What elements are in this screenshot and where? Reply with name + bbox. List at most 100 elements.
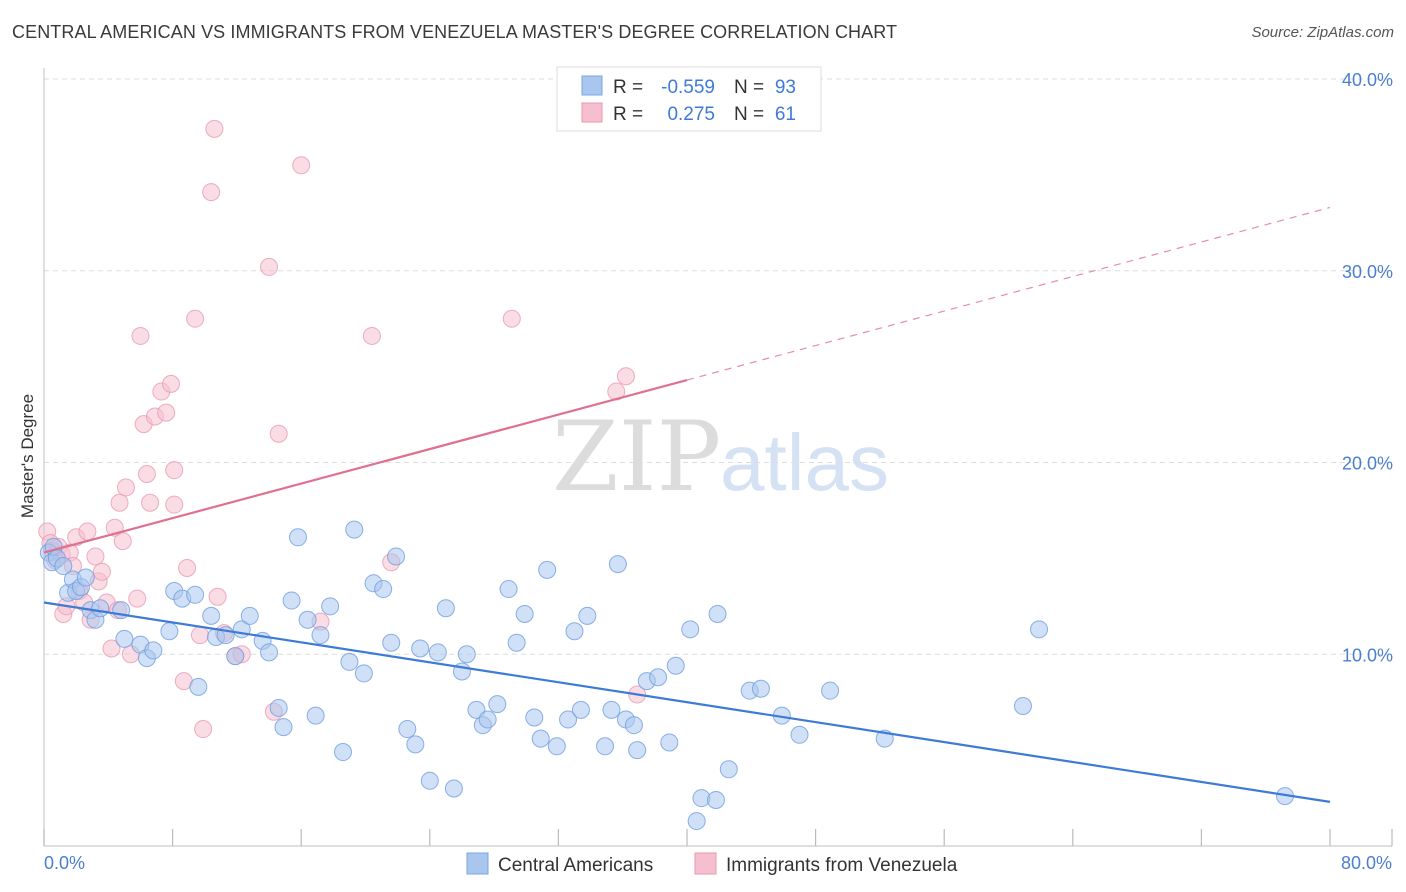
data-point <box>559 710 578 729</box>
data-point <box>202 183 221 202</box>
data-point <box>141 493 160 512</box>
data-point <box>457 645 476 664</box>
data-point <box>628 741 647 760</box>
data-point <box>751 679 770 698</box>
data-point <box>596 737 615 756</box>
trend-line-central-american <box>43 601 1331 803</box>
data-point <box>706 790 725 809</box>
data-point <box>86 547 105 566</box>
data-point <box>478 710 497 729</box>
data-point <box>1013 697 1032 716</box>
data-point <box>602 700 621 719</box>
data-point <box>157 403 176 422</box>
data-point <box>411 639 430 658</box>
data-point <box>92 562 111 581</box>
data-point <box>374 580 393 599</box>
data-point <box>565 622 584 641</box>
legend-n-value-1: 93 <box>775 77 796 98</box>
data-point <box>345 520 364 539</box>
data-point <box>666 656 685 675</box>
data-point <box>525 708 544 727</box>
data-point <box>398 720 417 739</box>
data-point <box>137 465 156 484</box>
watermark-zip: ZIP <box>552 401 721 513</box>
data-point <box>502 309 521 328</box>
data-point <box>340 652 359 671</box>
data-point <box>282 591 301 610</box>
data-point <box>608 555 627 574</box>
data-point <box>194 720 213 739</box>
series-central-american-points <box>39 520 1294 831</box>
data-point <box>488 695 507 714</box>
legend-swatch-blue <box>581 75 603 96</box>
data-point <box>131 326 150 345</box>
data-point <box>538 560 557 579</box>
data-point <box>190 626 209 645</box>
data-point <box>624 716 643 735</box>
data-point <box>507 633 526 652</box>
chart-title: CENTRAL AMERICAN VS IMMIGRANTS FROM VENE… <box>12 22 898 42</box>
legend-r-label-2: R = <box>613 104 643 125</box>
data-point <box>428 643 447 662</box>
x-tick-label-min: 0.0% <box>44 853 85 873</box>
data-point <box>165 495 184 514</box>
data-point <box>292 156 311 175</box>
data-point <box>420 771 439 790</box>
data-point <box>499 580 518 599</box>
data-point <box>274 718 293 737</box>
data-point <box>288 528 307 547</box>
y-tick-labels: 10.0% 20.0% 30.0% 40.0% <box>1342 70 1393 665</box>
data-point <box>649 668 668 687</box>
data-point <box>708 604 727 623</box>
data-point <box>205 119 224 138</box>
data-point <box>298 610 317 629</box>
data-point <box>240 606 259 625</box>
x-tick-label-max: 80.0% <box>1341 853 1392 873</box>
data-point <box>333 743 352 762</box>
legend-swatch-pink <box>581 102 603 123</box>
data-point <box>113 532 132 551</box>
data-point <box>406 735 425 754</box>
legend-r-label-1: R = <box>613 77 643 98</box>
trend-line-venezuela <box>43 378 688 554</box>
data-point <box>260 257 279 276</box>
series-legend-label-pink: Immigrants from Venezuela <box>726 855 958 876</box>
data-point <box>681 620 700 639</box>
data-point <box>260 643 279 662</box>
data-point <box>354 664 373 683</box>
data-point <box>362 326 381 345</box>
source-label: Source: ZipAtlas.com <box>1251 24 1394 41</box>
data-point <box>115 629 134 648</box>
series-legend-label-blue: Central Americans <box>498 855 653 876</box>
data-point <box>306 706 325 725</box>
data-point <box>178 558 197 577</box>
data-point <box>382 633 401 652</box>
data-point <box>208 587 227 606</box>
y-tick-label: 20.0% <box>1342 454 1393 474</box>
data-point <box>531 729 550 748</box>
data-point <box>321 597 340 616</box>
data-point <box>1030 620 1049 639</box>
data-point <box>160 622 179 641</box>
data-point <box>91 599 110 618</box>
data-point <box>186 309 205 328</box>
legend-n-label-1: N = <box>734 77 764 98</box>
data-point <box>311 626 330 645</box>
data-point <box>719 760 738 779</box>
legend-n-value-2: 61 <box>775 104 796 125</box>
data-point <box>189 677 208 696</box>
data-point <box>76 568 95 587</box>
y-tick-label: 10.0% <box>1342 645 1393 665</box>
legend-r-value-1: -0.559 <box>661 77 715 98</box>
y-tick-label: 30.0% <box>1342 262 1393 282</box>
data-point <box>387 547 406 566</box>
legend-n-label-2: N = <box>734 104 764 125</box>
data-point <box>821 681 840 700</box>
data-point <box>444 779 463 798</box>
correlation-legend: R = -0.559 N = 93 R = 0.275 N = 61 <box>556 66 822 132</box>
data-point <box>128 589 147 608</box>
data-point <box>269 698 288 717</box>
data-point <box>687 812 706 831</box>
y-axis-label: Master's Degree <box>18 394 37 518</box>
